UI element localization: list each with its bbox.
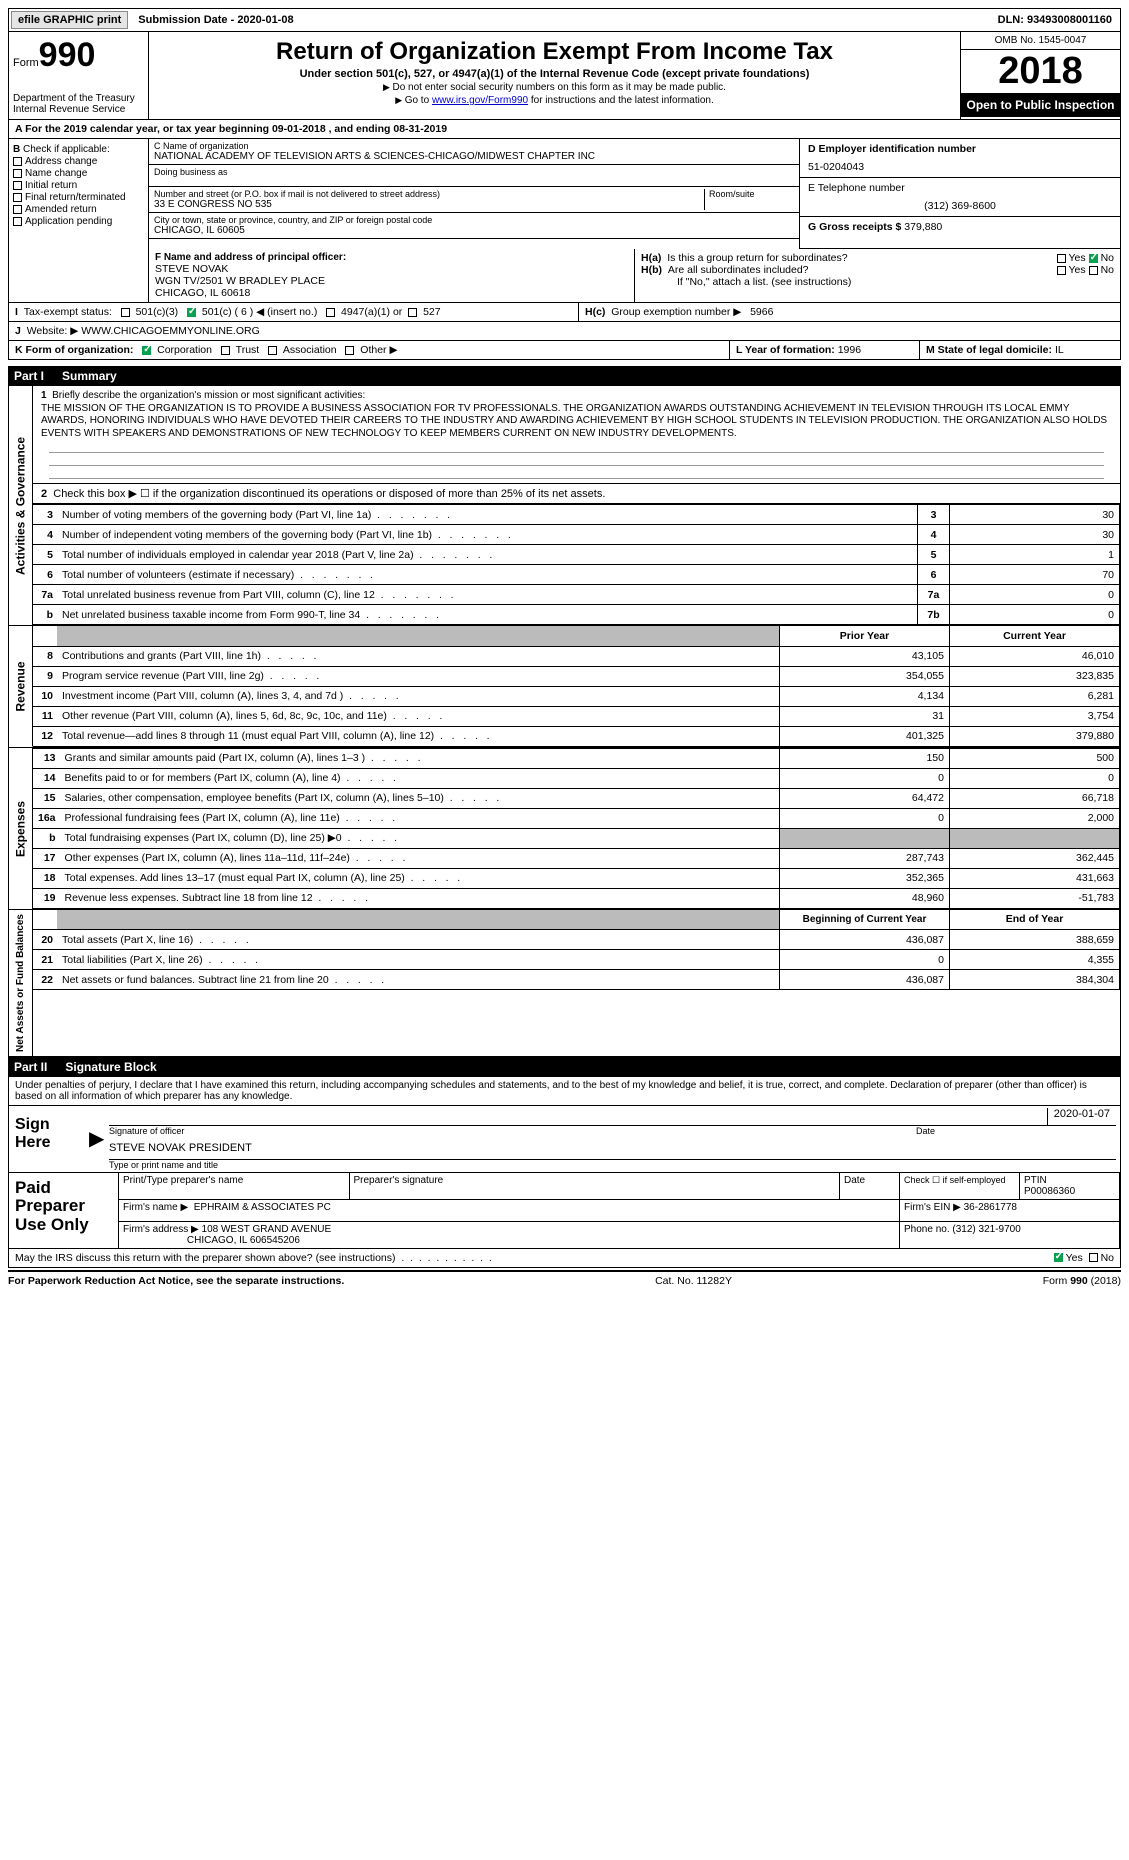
check-527[interactable] (408, 308, 417, 317)
check-pending[interactable] (13, 217, 22, 226)
discuss-yes[interactable] (1054, 1253, 1063, 1262)
check-self-employed[interactable]: Check ☐ if self-employed (900, 1173, 1020, 1200)
group-exemption: 5966 (750, 306, 773, 318)
section-rev: Revenue (9, 626, 33, 747)
check-name[interactable] (13, 169, 22, 178)
block-bcd: B Check if applicable: Address change Na… (8, 139, 1121, 249)
table-rev: Prior YearCurrent Year 8Contributions an… (33, 626, 1120, 747)
perjury: Under penalties of perjury, I declare th… (8, 1077, 1121, 1106)
hb-no[interactable] (1089, 266, 1098, 275)
officer1: STEVE NOVAK (155, 263, 628, 275)
city-lbl: City or town, state or province, country… (154, 215, 794, 225)
hb-yes[interactable] (1057, 266, 1066, 275)
check-other[interactable] (345, 346, 354, 355)
check-amended[interactable] (13, 205, 22, 214)
sig-date: 2020-01-07 (1047, 1108, 1116, 1125)
ein: 51-0204043 (808, 161, 1112, 173)
check-501c3[interactable] (121, 308, 130, 317)
submission-date: Submission Date - 2020-01-08 (130, 12, 301, 28)
check-trust[interactable] (221, 346, 230, 355)
line1-lbl: Briefly describe the organization's miss… (52, 390, 365, 401)
hb-note: If "No," attach a list. (see instruction… (641, 276, 1114, 288)
form-number: 990 (39, 36, 96, 74)
form-label: Form (13, 57, 39, 69)
line2: Check this box ▶ ☐ if the organization d… (53, 488, 605, 500)
gross: 379,880 (904, 221, 942, 233)
street: 33 E CONGRESS NO 535 (154, 199, 704, 210)
check-assoc[interactable] (268, 346, 277, 355)
check-4947[interactable] (326, 308, 335, 317)
firm-ein: 36-2861778 (964, 1202, 1017, 1213)
phone-lbl: E Telephone number (808, 182, 1112, 194)
form-subtitle: Under section 501(c), 527, or 4947(a)(1)… (157, 68, 952, 80)
form990-link[interactable]: www.irs.gov/Form990 (432, 95, 528, 106)
efile-top-bar: efile GRAPHIC print Submission Date - 20… (8, 8, 1121, 32)
check-501c[interactable] (187, 308, 196, 317)
street-lbl: Number and street (or P.O. box if mail i… (154, 189, 704, 199)
table-exp: 13Grants and similar amounts paid (Part … (33, 748, 1120, 909)
typed-name: STEVE NOVAK PRESIDENT (109, 1142, 252, 1159)
discuss-row: May the IRS discuss this return with the… (8, 1249, 1121, 1268)
mission: THE MISSION OF THE ORGANIZATION IS TO PR… (41, 403, 1107, 439)
irs: Internal Revenue Service (13, 104, 144, 115)
ha-no[interactable] (1089, 254, 1098, 263)
officer-lbl: F Name and address of principal officer: (155, 252, 346, 263)
room-lbl: Room/suite (709, 189, 794, 199)
tax-year: 2018 (961, 50, 1120, 93)
website: WWW.CHICAGOEMMYONLINE.ORG (81, 325, 260, 337)
name-lbl: C Name of organization (154, 141, 794, 151)
dba-lbl: Doing business as (154, 167, 794, 177)
col-d-ein: D Employer identification number 51-0204… (800, 139, 1120, 249)
firm-addr: 108 WEST GRAND AVENUE (202, 1224, 332, 1235)
section-ag: Activities & Governance (9, 386, 33, 625)
cat-no: Cat. No. 11282Y (655, 1275, 732, 1287)
org-name: NATIONAL ACADEMY OF TELEVISION ARTS & SC… (154, 151, 794, 162)
officer2: WGN TV/2501 W BRADLEY PLACE (155, 275, 628, 287)
form-header: Form990 Department of the Treasury Inter… (8, 32, 1121, 120)
paid-preparer: Paid Preparer Use Only Print/Type prepar… (8, 1173, 1121, 1249)
dln: DLN: 93493008001160 (990, 12, 1120, 28)
form-link-note: Go to www.irs.gov/Form990 for instructio… (157, 95, 952, 106)
efile-print-button[interactable]: efile GRAPHIC print (11, 11, 128, 29)
omb-number: OMB No. 1545-0047 (961, 32, 1120, 50)
ha-yes[interactable] (1057, 254, 1066, 263)
discuss-no[interactable] (1089, 1253, 1098, 1262)
phone: (312) 369-8600 (808, 200, 1112, 212)
form-footer: For Paperwork Reduction Act Notice, see … (8, 1270, 1121, 1287)
gross-lbl: G Gross receipts $ (808, 221, 904, 233)
officer3: CHICAGO, IL 60618 (155, 287, 628, 299)
ptin: P00086360 (1024, 1186, 1075, 1197)
dept-treasury: Department of the Treasury (13, 93, 144, 104)
table-ag: 3Number of voting members of the governi… (33, 504, 1120, 625)
form-title: Return of Organization Exempt From Incom… (157, 38, 952, 66)
col-b-checkboxes: B Check if applicable: Address change Na… (9, 139, 149, 249)
row-a-tax-year: A For the 2019 calendar year, or tax yea… (8, 120, 1121, 139)
section-exp: Expenses (9, 748, 33, 909)
check-initial[interactable] (13, 181, 22, 190)
part2-header: Part II Signature Block (8, 1057, 1121, 1077)
check-corp[interactable] (142, 346, 151, 355)
check-final[interactable] (13, 193, 22, 202)
section-na: Net Assets or Fund Balances (9, 910, 33, 1056)
ein-lbl: D Employer identification number (808, 143, 1112, 155)
firm-phone: (312) 321-9700 (952, 1224, 1020, 1235)
state-domicile: IL (1055, 344, 1064, 356)
form-ssn-note: Do not enter social security numbers on … (157, 82, 952, 93)
sign-here-block: Sign Here ▶ 2020-01-07 Signature of offi… (8, 1106, 1121, 1173)
table-na: Beginning of Current YearEnd of Year 20T… (33, 910, 1120, 991)
col-c-org-info: C Name of organization NATIONAL ACADEMY … (149, 139, 800, 249)
year-formation: 1996 (838, 344, 861, 356)
h-group: H(a) Is this a group return for subordin… (635, 249, 1120, 302)
check-address[interactable] (13, 157, 22, 166)
firm-name: EPHRAIM & ASSOCIATES PC (194, 1202, 331, 1213)
firm-city: CHICAGO, IL 606545206 (187, 1235, 300, 1246)
open-inspection: Open to Public Inspection (961, 93, 1120, 117)
form-foot: Form 990 (2018) (1043, 1275, 1121, 1287)
part1-header: Part I Summary (8, 366, 1121, 386)
city: CHICAGO, IL 60605 (154, 225, 794, 236)
